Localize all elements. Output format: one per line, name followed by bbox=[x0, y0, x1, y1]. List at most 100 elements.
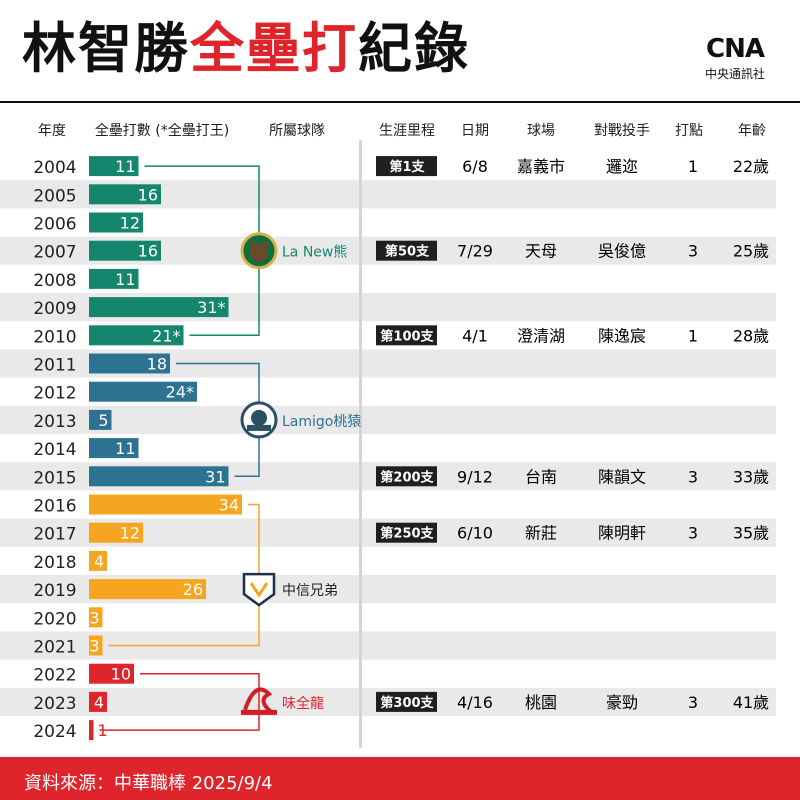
hr-value-label: 34 bbox=[219, 496, 239, 515]
milestone-pitcher: 陳逸宸 bbox=[598, 326, 646, 345]
hr-bar bbox=[89, 720, 94, 741]
milestone-rbi: 3 bbox=[688, 693, 698, 712]
cna-logo-name: 中央通訊社 bbox=[704, 67, 765, 81]
year-label: 2010 bbox=[33, 327, 76, 347]
milestone-pitcher: 邏迩 bbox=[606, 157, 638, 176]
year-label: 2023 bbox=[33, 694, 76, 714]
hr-bar bbox=[89, 325, 184, 346]
milestone-pitcher: 吳俊億 bbox=[598, 242, 646, 261]
milestone-date: 4/1 bbox=[462, 326, 488, 345]
team-logo-bear bbox=[250, 243, 268, 262]
milestone-pitcher: 豪勁 bbox=[606, 693, 638, 712]
footer-bar: 資料來源：中華職棒 2025/9/4 bbox=[0, 757, 800, 800]
column-header: 球場 bbox=[527, 123, 555, 139]
milestone-date: 6/8 bbox=[462, 157, 488, 176]
milestone-date: 9/12 bbox=[457, 467, 493, 486]
hr-bar bbox=[89, 156, 139, 177]
team-name: Lamigo桃猿 bbox=[282, 414, 361, 430]
milestone-age: 22歲 bbox=[733, 157, 769, 176]
hr-value-label: 11 bbox=[115, 270, 135, 289]
milestone-date: 7/29 bbox=[457, 242, 493, 261]
hr-bar bbox=[89, 438, 139, 459]
hr-bar bbox=[89, 184, 161, 205]
team-name: La New熊 bbox=[282, 245, 347, 261]
column-divider bbox=[359, 140, 362, 748]
hr-bar bbox=[89, 579, 206, 600]
hr-bar bbox=[89, 550, 107, 571]
year-label: 2014 bbox=[33, 440, 76, 460]
hr-bar bbox=[89, 607, 103, 628]
milestone-rbi: 3 bbox=[688, 467, 698, 486]
hr-value-label: 4 bbox=[94, 552, 104, 571]
milestone-date: 6/10 bbox=[457, 524, 493, 543]
team-name: 味全龍 bbox=[282, 695, 324, 712]
milestone-age: 35歲 bbox=[733, 524, 769, 543]
milestone-badge bbox=[376, 156, 437, 177]
milestone-pitcher: 陳韻文 bbox=[598, 467, 646, 486]
hr-bar bbox=[89, 663, 134, 684]
milestone-age: 33歲 bbox=[733, 467, 769, 486]
hr-value-label: 5 bbox=[98, 411, 108, 430]
year-label: 2008 bbox=[33, 271, 76, 291]
year-label: 2015 bbox=[33, 468, 76, 488]
team-logo-dragons-icon bbox=[241, 687, 277, 715]
hr-bar bbox=[89, 381, 197, 402]
year-label: 2024 bbox=[33, 722, 76, 742]
team-logo-monkey bbox=[251, 409, 267, 426]
page-title: 林智勝全壘打紀錄 bbox=[22, 22, 470, 76]
hr-value-label: 21* bbox=[152, 326, 180, 345]
milestone-hr: 第1支 bbox=[389, 159, 425, 175]
milestone-badge bbox=[376, 240, 437, 261]
column-header: 年齡 bbox=[738, 123, 766, 139]
title-part-homerun: 全壘打 bbox=[190, 17, 358, 80]
milestone-rbi: 1 bbox=[688, 326, 698, 345]
milestone-ballpark: 天母 bbox=[525, 242, 557, 261]
cna-logo-mark: CNA bbox=[706, 34, 765, 64]
header-divider bbox=[0, 101, 800, 103]
row-band bbox=[0, 405, 776, 434]
hr-value-label: 12 bbox=[120, 214, 140, 233]
team-logo-mark bbox=[249, 582, 269, 598]
hr-value-label: 24* bbox=[166, 383, 194, 402]
hr-bar bbox=[89, 212, 143, 233]
hr-bar bbox=[89, 494, 242, 515]
year-label: 2018 bbox=[33, 553, 76, 573]
hr-bar bbox=[89, 466, 229, 487]
year-label: 2017 bbox=[33, 525, 76, 545]
milestone-date: 4/16 bbox=[457, 693, 493, 712]
milestone-ballpark: 新莊 bbox=[525, 524, 557, 543]
milestone-rbi: 3 bbox=[688, 242, 698, 261]
year-label: 2022 bbox=[33, 666, 76, 686]
year-label: 2009 bbox=[33, 299, 76, 319]
hr-value-label: 16 bbox=[138, 185, 158, 204]
milestone-hr: 第50支 bbox=[385, 244, 430, 260]
title-part-name: 林智勝 bbox=[22, 17, 190, 80]
year-label: 2004 bbox=[33, 158, 76, 178]
column-header: 年度 bbox=[38, 123, 66, 139]
hr-value-label: 11 bbox=[115, 157, 135, 176]
year-label: 2012 bbox=[33, 384, 76, 404]
year-label: 2007 bbox=[33, 243, 76, 263]
team-logo-lanew-icon bbox=[240, 232, 278, 270]
column-header: 日期 bbox=[461, 123, 489, 139]
milestone-badge bbox=[376, 325, 437, 346]
hr-value-label: 26 bbox=[183, 580, 203, 599]
milestone-ballpark: 桃園 bbox=[525, 693, 557, 712]
hr-value-label: 18 bbox=[147, 355, 167, 374]
column-header: 生涯里程 bbox=[379, 123, 435, 139]
hr-bar bbox=[89, 691, 107, 712]
year-label: 2011 bbox=[33, 356, 76, 376]
column-header: 全壘打數 (*全壘打王) bbox=[95, 122, 229, 139]
hr-bar bbox=[89, 409, 112, 430]
hr-value-label: 16 bbox=[138, 242, 158, 261]
hr-bar bbox=[89, 353, 170, 374]
year-label: 2005 bbox=[33, 186, 76, 206]
milestone-hr: 第300支 bbox=[380, 695, 434, 711]
team-logo-dragon bbox=[243, 687, 273, 714]
year-label: 2021 bbox=[33, 638, 76, 658]
hr-value-label: 4 bbox=[94, 693, 104, 712]
hr-bar bbox=[89, 268, 139, 289]
year-label: 2016 bbox=[33, 497, 76, 517]
hr-bar bbox=[89, 522, 143, 543]
team-logo-banner bbox=[247, 424, 271, 431]
